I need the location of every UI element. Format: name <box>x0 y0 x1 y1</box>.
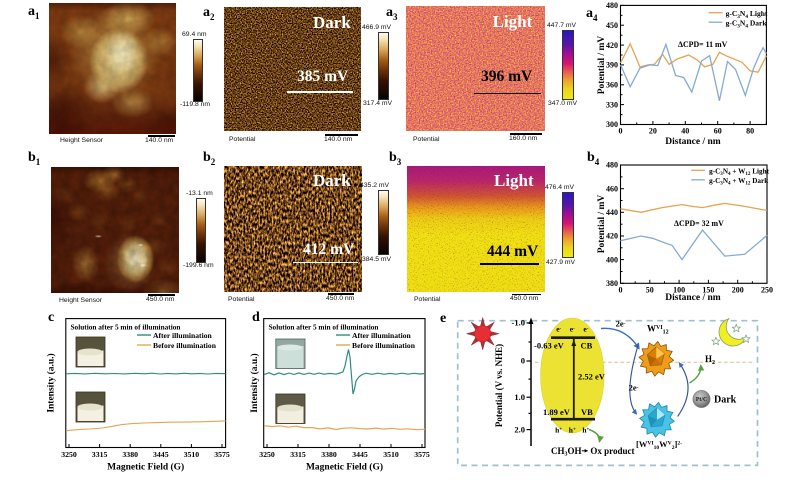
svg-text:3575: 3575 <box>414 450 430 459</box>
svg-text:390: 390 <box>606 61 618 70</box>
svg-text:150: 150 <box>702 285 714 294</box>
svg-text:420: 420 <box>606 232 618 241</box>
svg-text:2.52 eV: 2.52 eV <box>578 372 606 382</box>
svg-text:e-: e- <box>556 325 561 334</box>
svg-text:2e-: 2e- <box>629 383 639 393</box>
svg-text:0: 0 <box>619 127 623 136</box>
svg-text:420: 420 <box>606 41 618 50</box>
svg-text:250: 250 <box>761 285 773 294</box>
svg-text:1.0: 1.0 <box>514 392 525 402</box>
svg-text:Solution after 5 min of illumi: Solution after 5 min of illumination <box>71 323 181 332</box>
svg-text:Before illumination: Before illumination <box>153 341 217 350</box>
svg-text:-0.63 eV: -0.63 eV <box>534 341 565 351</box>
svg-text:VB: VB <box>581 407 593 417</box>
svg-text:ΔCPD= 32 mV: ΔCPD= 32 mV <box>674 219 724 228</box>
svg-text:0: 0 <box>619 285 623 294</box>
svg-text:3315: 3315 <box>290 450 306 459</box>
svg-text:h+: h+ <box>582 425 589 434</box>
svg-text:g-C3N4 + W12 Light: g-C3N4 + W12 Light <box>709 168 770 178</box>
svg-text:Ox product: Ox product <box>590 446 634 456</box>
svg-text:3380: 3380 <box>321 450 337 459</box>
svg-text:40: 40 <box>681 127 689 136</box>
svg-text:Before illumination: Before illumination <box>352 341 416 350</box>
svg-text:480: 480 <box>606 1 618 10</box>
svg-text:h+: h+ <box>555 425 562 434</box>
svg-text:400: 400 <box>606 255 618 264</box>
svg-text:2e-: 2e- <box>616 319 626 329</box>
svg-text:Magnetic Field (G): Magnetic Field (G) <box>306 462 383 473</box>
svg-text:After illumination: After illumination <box>153 331 212 340</box>
svg-text:Potential / mV: Potential / mV <box>597 195 607 254</box>
svg-text:CH3OH: CH3OH <box>551 446 582 458</box>
svg-text:H2: H2 <box>705 354 715 366</box>
svg-text:Magnetic Field (G): Magnetic Field (G) <box>107 462 184 473</box>
svg-text:100: 100 <box>673 285 685 294</box>
svg-text:330: 330 <box>606 100 618 109</box>
svg-text:3445: 3445 <box>153 450 169 459</box>
svg-text:After illumination: After illumination <box>352 331 411 340</box>
svg-text:Potential / mV: Potential / mV <box>597 36 607 95</box>
svg-text:Solution after 5 min of illumi: Solution after 5 min of illumination <box>269 323 379 332</box>
svg-text:0: 0 <box>521 356 525 366</box>
svg-text:-1.0: -1.0 <box>512 318 525 328</box>
svg-text:Pt/C: Pt/C <box>696 397 707 403</box>
svg-text:3250: 3250 <box>61 450 77 459</box>
svg-text:450: 450 <box>606 21 618 30</box>
svg-text:3510: 3510 <box>184 450 200 459</box>
svg-text:50: 50 <box>646 285 654 294</box>
svg-text:WVI12: WVI12 <box>647 324 669 336</box>
svg-text:460: 460 <box>606 184 618 193</box>
svg-text:Potential (V vs. NHE): Potential (V vs. NHE) <box>494 344 504 427</box>
svg-text:60: 60 <box>714 127 722 136</box>
svg-text:3510: 3510 <box>383 450 399 459</box>
svg-text:CB: CB <box>581 341 593 351</box>
svg-text:3575: 3575 <box>214 450 230 459</box>
svg-text:3380: 3380 <box>122 450 138 459</box>
svg-text:Dark: Dark <box>714 395 737 406</box>
svg-text:360: 360 <box>606 81 618 90</box>
svg-text:Distance / nm: Distance / nm <box>665 137 721 147</box>
svg-text:300: 300 <box>606 120 618 129</box>
svg-text:g-C3N4 Light: g-C3N4 Light <box>726 9 768 20</box>
svg-text:380: 380 <box>606 279 618 288</box>
svg-text:e-: e- <box>583 325 588 334</box>
svg-text:1.89 eV: 1.89 eV <box>543 407 571 417</box>
svg-text:e-: e- <box>570 325 575 334</box>
svg-text:g-C3N4 + W12 Dark: g-C3N4 + W12 Dark <box>709 177 768 187</box>
svg-text:3445: 3445 <box>352 450 368 459</box>
svg-text:Distance / nm: Distance / nm <box>665 293 721 303</box>
svg-text:Intensity (a.u.): Intensity (a.u.) <box>249 353 260 412</box>
svg-text:3250: 3250 <box>259 450 275 459</box>
svg-text:[WVI10WV2]2-: [WVI10WV2]2- <box>636 439 682 451</box>
svg-text:2.0: 2.0 <box>514 424 525 434</box>
svg-text:g-C3N4 Dark: g-C3N4 Dark <box>726 19 768 30</box>
svg-text:3315: 3315 <box>92 450 108 459</box>
svg-text:80: 80 <box>746 127 754 136</box>
svg-text:ΔCPD= 11 mV: ΔCPD= 11 mV <box>678 40 728 49</box>
svg-text:480: 480 <box>606 161 618 170</box>
svg-text:200: 200 <box>732 285 744 294</box>
svg-text:440: 440 <box>606 208 618 217</box>
svg-text:h+: h+ <box>569 425 576 434</box>
svg-text:20: 20 <box>649 127 657 136</box>
svg-text:Intensity (a.u.): Intensity (a.u.) <box>46 353 57 412</box>
